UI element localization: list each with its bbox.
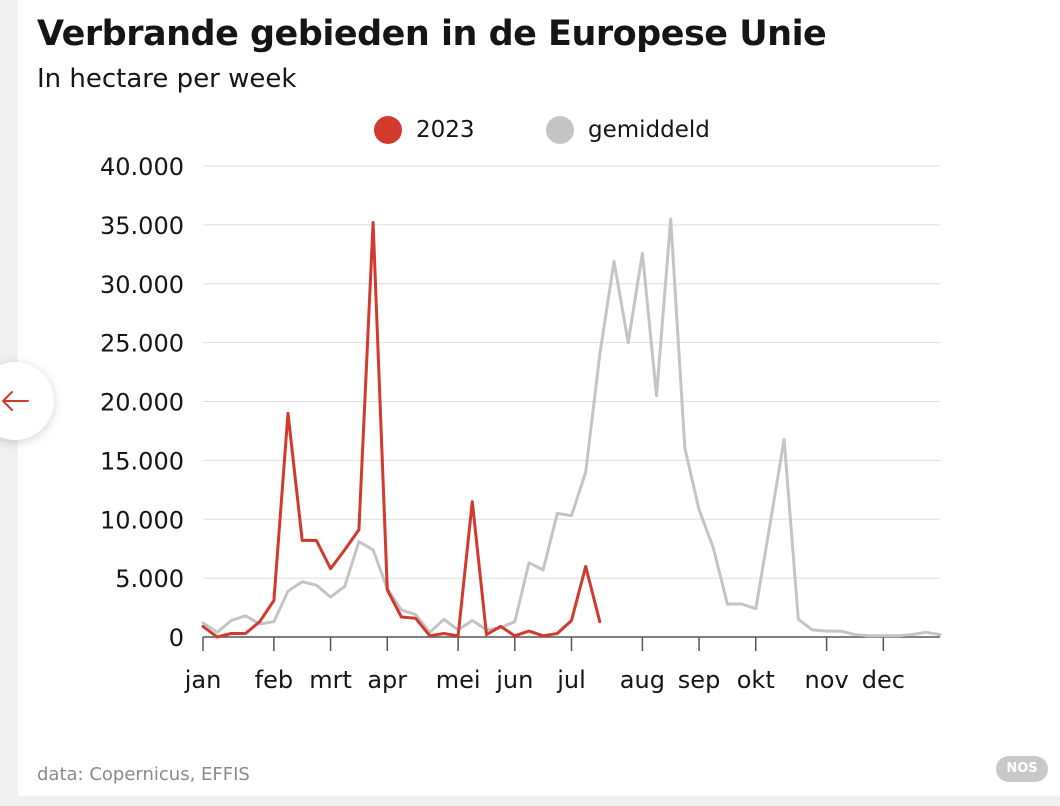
y-tick-label: 40.000: [100, 153, 184, 181]
y-tick-label: 10.000: [100, 506, 184, 534]
legend-swatch-2023: [374, 116, 402, 144]
x-axis-ticks: jan feb mrt apr mei jun jul aug sep okt nov dec: [184, 637, 905, 694]
chart-title: Verbrande gebieden in de Europese Unie: [37, 14, 827, 54]
legend-label-2023: 2023: [416, 117, 475, 143]
nos-badge: NOS: [996, 756, 1048, 782]
series-lines: [201, 217, 942, 639]
y-tick-label: 5.000: [115, 565, 184, 593]
y-tick-label: 25.000: [100, 330, 184, 358]
y-tick-label: 0: [169, 624, 184, 652]
x-tick-label: okt: [737, 666, 775, 694]
series-line-2023: [201, 221, 602, 639]
y-tick-label: 30.000: [100, 271, 184, 299]
y-axis-ticks: 0 5.000 10.000 15.000 20.000 25.000 30.000 35.0…: [100, 153, 184, 652]
x-tick-label: mrt: [309, 666, 352, 694]
y-tick-label: 35.000: [100, 212, 184, 240]
x-tick-label: sep: [678, 666, 721, 694]
chart-subtitle: In hectare per week: [37, 64, 297, 94]
x-tick-label: feb: [255, 666, 293, 694]
source-note: data: Copernicus, EFFIS: [37, 764, 250, 785]
x-tick-label: aug: [620, 666, 665, 694]
legend-swatch-gemiddeld: [546, 116, 574, 144]
y-tick-label: 20.000: [100, 389, 184, 417]
y-tick-label: 15.000: [100, 447, 184, 475]
legend-label-gemiddeld: gemiddeld: [588, 117, 710, 143]
arrow-left-icon: [2, 391, 29, 411]
chart-card: [18, 0, 1060, 796]
x-tick-label: jul: [556, 666, 586, 694]
x-tick-label: dec: [862, 666, 905, 694]
series-line-gemiddeld: [201, 217, 942, 638]
x-tick-label: jan: [184, 666, 222, 694]
line-chart: 0 5.000 10.000 15.000 20.000 25.000 30.000 35.0…: [100, 153, 942, 694]
grid-lines: [203, 165, 940, 638]
x-tick-label: apr: [367, 666, 407, 694]
x-tick-label: jun: [495, 666, 533, 694]
x-tick-label: nov: [805, 666, 849, 694]
x-tick-label: mei: [436, 666, 481, 694]
